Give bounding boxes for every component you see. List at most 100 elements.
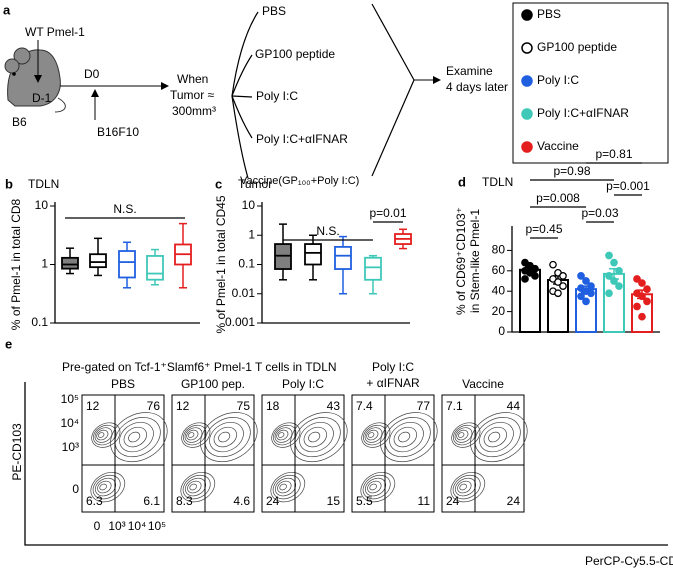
contour xyxy=(290,412,348,463)
x-tick-label: 10⁵ xyxy=(148,519,166,533)
contour xyxy=(209,421,244,453)
plot-frame xyxy=(351,394,435,513)
data-point xyxy=(633,302,641,311)
x-tick-label: 10⁴ xyxy=(128,519,147,533)
contour xyxy=(97,432,105,438)
y-tick-label: 0.1 xyxy=(238,257,255,271)
plot-title: Vaccine xyxy=(462,377,504,391)
contour xyxy=(277,432,285,438)
contour xyxy=(274,427,293,443)
legend-label: PBS xyxy=(537,7,561,21)
legend-marker xyxy=(521,42,533,54)
plot-title: Poly I:C xyxy=(372,360,414,374)
contour xyxy=(367,480,382,494)
contour xyxy=(380,412,438,463)
panel-label: b xyxy=(5,176,13,191)
contour xyxy=(92,474,121,500)
chart-title: Tumor xyxy=(238,177,272,191)
box xyxy=(334,245,352,270)
contour xyxy=(187,480,202,494)
y-tick-label: 80 xyxy=(492,243,506,257)
quadrant-value: 18 xyxy=(266,399,280,413)
annotation: p=0.81 xyxy=(595,147,632,161)
data-point xyxy=(643,297,651,306)
contour xyxy=(367,432,375,438)
plot-title: PBS xyxy=(111,377,135,391)
tumor-label: B16F10 xyxy=(97,125,139,139)
box xyxy=(61,256,79,270)
plot-title: + αIFNAR xyxy=(366,376,420,390)
data-point xyxy=(577,272,585,280)
data-point xyxy=(521,275,529,283)
legend-marker xyxy=(521,141,533,153)
data-point xyxy=(559,272,567,280)
contour xyxy=(451,422,481,448)
contour xyxy=(366,429,379,441)
contour xyxy=(189,483,197,491)
contour xyxy=(277,480,292,494)
annotation: N.S. xyxy=(113,202,136,216)
contour xyxy=(364,427,383,443)
data-point xyxy=(587,282,595,290)
data-point xyxy=(610,277,618,285)
when-text: 300mm³ xyxy=(172,104,216,118)
contour xyxy=(213,426,238,448)
contour xyxy=(97,480,112,494)
data-point xyxy=(643,285,651,294)
quadrant-value: 76 xyxy=(147,399,161,413)
quadrant-value: 24 xyxy=(446,494,460,508)
box xyxy=(146,255,164,281)
contour xyxy=(384,417,431,458)
chart-title: TDLN xyxy=(28,177,59,191)
y-tick-label: 10 xyxy=(35,198,49,212)
contour xyxy=(362,474,391,500)
when-text: Tumor ≈ xyxy=(170,88,215,102)
data-point xyxy=(610,258,618,267)
contour xyxy=(369,483,377,491)
plot-title: Poly I:C xyxy=(282,377,324,391)
data-point xyxy=(531,264,539,273)
data-point xyxy=(577,292,585,301)
contour xyxy=(459,483,467,491)
data-point xyxy=(638,292,646,301)
data-point xyxy=(582,297,590,306)
plot-frame xyxy=(171,394,255,513)
data-point xyxy=(587,289,595,298)
quadrant-value: 11 xyxy=(418,494,431,508)
y-tick-label: 0.1 xyxy=(31,315,48,329)
quadrant-value: 5.5 xyxy=(356,494,373,508)
contour xyxy=(479,421,514,453)
data-point xyxy=(531,272,539,280)
legend-marker xyxy=(521,9,533,21)
contour xyxy=(457,432,465,438)
contour xyxy=(99,483,107,491)
contour xyxy=(119,421,154,453)
contour xyxy=(299,421,334,453)
y-tick-label: 10⁵ xyxy=(61,392,79,406)
data-point xyxy=(615,282,623,290)
y-axis-label: in Stem-like Pmel-1 xyxy=(468,209,482,313)
quadrant-value: 15 xyxy=(327,494,341,508)
quadrant-value: 12 xyxy=(86,399,100,413)
quadrant-value: 77 xyxy=(417,399,431,413)
flow-axes xyxy=(24,382,668,546)
pmel-label: WT Pmel-1 xyxy=(25,25,85,39)
box xyxy=(304,243,322,266)
treatment: Poly I:C xyxy=(256,89,298,103)
contour xyxy=(279,483,287,491)
x-tick-label: 0 xyxy=(94,519,101,533)
annotation: p=0.98 xyxy=(553,164,590,178)
y-axis-label: % of Pmel-1 in total CD45 xyxy=(214,195,228,333)
annotation: p=0.03 xyxy=(581,206,618,220)
data-point xyxy=(554,278,562,286)
contour xyxy=(186,429,199,441)
y-tick-label: 20 xyxy=(492,304,506,318)
contour xyxy=(308,431,321,443)
y-tick-label: 60 xyxy=(492,263,506,277)
plot-title: GP100 pep. xyxy=(181,377,245,391)
annotation: p=0.45 xyxy=(525,222,562,236)
quadrant-value: 6.3 xyxy=(86,494,103,508)
y-axis-label: PE-CD103 xyxy=(10,423,24,481)
contour xyxy=(91,422,121,448)
quadrant-value: 75 xyxy=(237,399,251,413)
